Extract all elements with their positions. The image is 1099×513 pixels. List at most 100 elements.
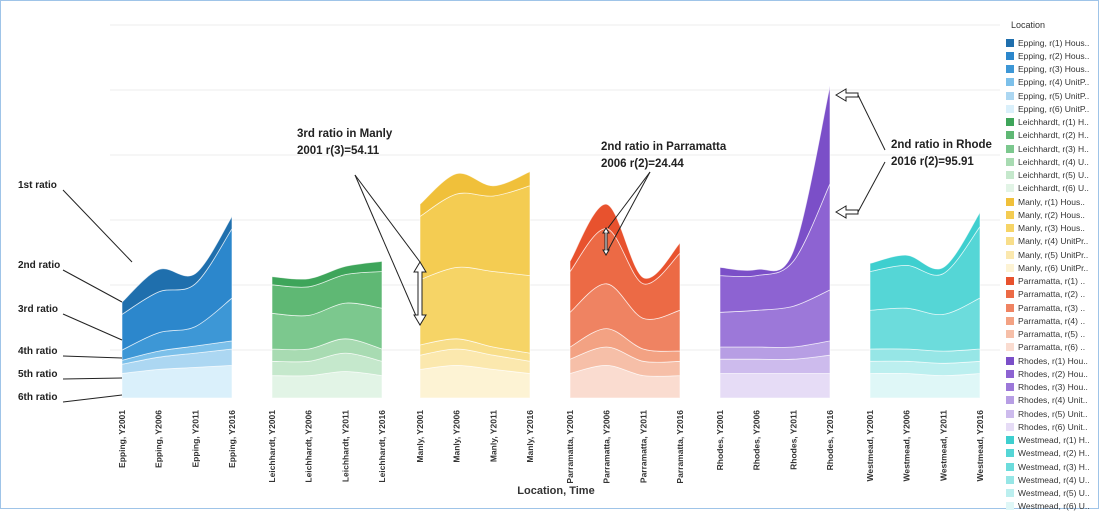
legend-item[interactable]: Parramatta, r(2) .. <box>1006 288 1098 301</box>
x-tick-label: Westmead, Y2001 <box>865 410 875 482</box>
x-tick-label: Westmead, Y2011 <box>938 410 948 481</box>
legend-item[interactable]: Rhodes, r(3) Hou.. <box>1006 381 1098 394</box>
legend-item[interactable]: Westmead, r(3) H.. <box>1006 460 1098 473</box>
legend-swatch <box>1006 277 1014 286</box>
legend-swatch <box>1006 356 1014 365</box>
legend-item[interactable]: Westmead, r(6) U.. <box>1006 500 1098 513</box>
legend-label: Rhodes, r(3) Hou.. <box>1018 382 1088 393</box>
legend-label: Westmead, r(2) H.. <box>1018 448 1090 459</box>
legend-item[interactable]: Epping, r(2) Hous.. <box>1006 49 1098 62</box>
legend-label: Leichhardt, r(1) H.. <box>1018 117 1089 128</box>
legend-item[interactable]: Leichhardt, r(1) H.. <box>1006 116 1098 129</box>
legend-item[interactable]: Manly, r(2) Hous.. <box>1006 208 1098 221</box>
ratio-leader-line <box>62 394 123 403</box>
area-layer-r1[interactable] <box>719 85 831 278</box>
area-layer-r6[interactable] <box>719 373 831 399</box>
area-layer-r1[interactable] <box>419 171 531 218</box>
legend-swatch <box>1006 38 1014 47</box>
legend-item[interactable]: Rhodes, r(1) Hou.. <box>1006 354 1098 367</box>
legend-item[interactable]: Rhodes, r(2) Hou.. <box>1006 367 1098 380</box>
annotation-text: 2016 r(2)=95.91 <box>891 156 974 168</box>
legend-label: Epping, r(2) Hous.. <box>1018 50 1090 61</box>
area-layer-r1[interactable] <box>121 215 233 316</box>
legend-label: Leichhardt, r(6) U.. <box>1018 183 1089 194</box>
legend-item[interactable]: Leichhardt, r(2) H.. <box>1006 129 1098 142</box>
legend-item[interactable]: Epping, r(5) UnitP.. <box>1006 89 1098 102</box>
legend-label: Parramatta, r(1) .. <box>1018 276 1086 287</box>
legend-swatch <box>1006 210 1014 219</box>
legend-swatch <box>1006 104 1014 113</box>
legend-label: Epping, r(1) Hous.. <box>1018 37 1090 48</box>
area-layer-r3[interactable] <box>419 266 531 354</box>
legend-item[interactable]: Leichhardt, r(4) U.. <box>1006 155 1098 168</box>
legend-label: Epping, r(3) Hous.. <box>1018 64 1090 75</box>
legend-swatch <box>1006 343 1014 352</box>
area-layer-r1[interactable] <box>869 211 981 276</box>
legend-label: Parramatta, r(4) .. <box>1018 315 1086 326</box>
ratio-label: 5th ratio <box>18 369 57 380</box>
legend-item[interactable]: Epping, r(6) UnitP.. <box>1006 102 1098 115</box>
legend-item[interactable]: Manly, r(1) Hous.. <box>1006 195 1098 208</box>
legend-item[interactable]: Westmead, r(4) U.. <box>1006 473 1098 486</box>
annotation-text: 2001 r(3)=54.11 <box>297 145 380 157</box>
annotation: 2nd ratio in Parramatta 2006 r(2)=24.44 <box>601 141 727 170</box>
legend-swatch <box>1006 502 1014 511</box>
legend-item[interactable]: Epping, r(1) Hous.. <box>1006 36 1098 49</box>
legend-swatch <box>1006 449 1014 458</box>
ratio-leader-line <box>62 189 133 263</box>
legend-label: Parramatta, r(3) .. <box>1018 302 1086 313</box>
legend-item[interactable]: Epping, r(3) Hous.. <box>1006 63 1098 76</box>
x-axis-title: Location, Time <box>517 485 594 497</box>
legend-item[interactable]: Leichhardt, r(5) U.. <box>1006 169 1098 182</box>
legend-item[interactable]: Westmead, r(1) H.. <box>1006 434 1098 447</box>
legend-item[interactable]: Parramatta, r(4) .. <box>1006 314 1098 327</box>
area-layer-r1[interactable] <box>271 260 383 288</box>
area-layer-r6[interactable] <box>869 372 981 399</box>
legend-item[interactable]: Epping, r(4) UnitP.. <box>1006 76 1098 89</box>
legend-item[interactable]: Rhodes, r(4) Unit.. <box>1006 394 1098 407</box>
legend-title: Location <box>1011 20 1046 30</box>
streamgraph-chart: Epping, Y2001 Epping, Y2006 Epping, Y2011 E… <box>18 24 1000 497</box>
legend-item[interactable]: Manly, r(4) UnitPr.. <box>1006 235 1098 248</box>
legend-item[interactable]: Manly, r(5) UnitPr.. <box>1006 248 1098 261</box>
legend: Location Epping, r(1) Hous.. Epping, r(2)… <box>1006 20 1098 513</box>
x-tick-label: Parramatta, Y2011 <box>638 410 648 483</box>
x-tick-label: Epping, Y2011 <box>190 410 200 468</box>
x-tick-label: Parramatta, Y2006 <box>602 410 612 484</box>
legend-item[interactable]: Westmead, r(5) U.. <box>1006 487 1098 500</box>
legend-label: Parramatta, r(6) .. <box>1018 342 1086 353</box>
legend-swatch <box>1006 316 1014 325</box>
legend-label: Leichhardt, r(4) U.. <box>1018 156 1089 167</box>
legend-label: Manly, r(2) Hous.. <box>1018 209 1085 220</box>
legend-item[interactable]: Rhodes, r(6) Unit.. <box>1006 420 1098 433</box>
area-layer-r4[interactable] <box>869 348 981 364</box>
area-layer-r5[interactable] <box>869 360 981 377</box>
x-tick-label: Manly, Y2006 <box>452 410 462 463</box>
legend-item[interactable]: Parramatta, r(3) .. <box>1006 301 1098 314</box>
legend-item[interactable]: Parramatta, r(6) .. <box>1006 341 1098 354</box>
legend-item[interactable]: Manly, r(3) Hous.. <box>1006 222 1098 235</box>
legend-label: Leichhardt, r(3) H.. <box>1018 143 1089 154</box>
legend-item[interactable]: Rhodes, r(5) Unit.. <box>1006 407 1098 420</box>
legend-item[interactable]: Parramatta, r(5) .. <box>1006 328 1098 341</box>
legend-swatch <box>1006 462 1014 471</box>
legend-swatch <box>1006 369 1014 378</box>
x-tick-label: Manly, Y2016 <box>525 410 535 463</box>
legend-item[interactable]: Leichhardt, r(6) U.. <box>1006 182 1098 195</box>
annotation-markers <box>354 88 886 326</box>
legend-item[interactable]: Westmead, r(2) H.. <box>1006 447 1098 460</box>
annotations: 3rd ratio in Manly 2001 r(3)=54.11 2nd rat… <box>297 88 992 326</box>
legend-item[interactable]: Leichhardt, r(3) H.. <box>1006 142 1098 155</box>
double-arrow-marker <box>602 227 610 256</box>
legend-label: Parramatta, r(5) .. <box>1018 329 1086 340</box>
legend-label: Westmead, r(4) U.. <box>1018 474 1090 485</box>
legend-item[interactable]: Manly, r(6) UnitPr.. <box>1006 261 1098 274</box>
leader-line <box>605 171 651 255</box>
area-group-epping <box>121 215 233 399</box>
legend-label: Westmead, r(1) H.. <box>1018 435 1090 446</box>
legend-swatch <box>1006 290 1014 299</box>
legend-item[interactable]: Parramatta, r(1) .. <box>1006 275 1098 288</box>
leader-line <box>354 174 421 326</box>
area-group-rhodes <box>719 85 831 399</box>
ratio-label: 3rd ratio <box>18 304 58 315</box>
